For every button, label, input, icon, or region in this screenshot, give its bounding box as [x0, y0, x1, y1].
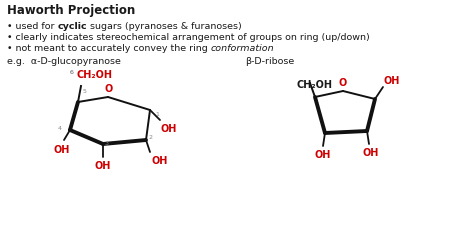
Text: Haworth Projection: Haworth Projection [7, 4, 135, 17]
Text: 1: 1 [155, 112, 159, 117]
Text: OH: OH [315, 150, 331, 160]
Text: 3: 3 [105, 141, 109, 146]
Text: β-D-ribose: β-D-ribose [245, 57, 294, 66]
Text: 2: 2 [149, 135, 153, 140]
Text: conformation: conformation [211, 44, 274, 53]
Text: 5: 5 [83, 89, 87, 94]
Text: sugars (pyranoses & furanoses): sugars (pyranoses & furanoses) [87, 22, 242, 31]
Text: OH: OH [161, 124, 177, 134]
Text: 4: 4 [58, 126, 62, 131]
Text: CH₂OH: CH₂OH [297, 80, 333, 90]
Text: • clearly indicates stereochemical arrangement of groups on ring (up/down): • clearly indicates stereochemical arran… [7, 33, 370, 42]
Text: OH: OH [384, 76, 401, 86]
Text: OH: OH [54, 145, 70, 155]
Text: O: O [105, 84, 113, 94]
Text: OH: OH [363, 148, 379, 158]
Text: OH: OH [95, 161, 111, 171]
Text: cyclic: cyclic [57, 22, 87, 31]
Text: 6: 6 [70, 70, 74, 75]
Text: e.g.  α-D-glucopyranose: e.g. α-D-glucopyranose [7, 57, 121, 66]
Text: • used for: • used for [7, 22, 57, 31]
Text: OH: OH [152, 156, 168, 166]
Text: • not meant to accurately convey the ring: • not meant to accurately convey the rin… [7, 44, 211, 53]
Text: O: O [339, 78, 347, 88]
Text: CH₂OH: CH₂OH [77, 70, 113, 80]
